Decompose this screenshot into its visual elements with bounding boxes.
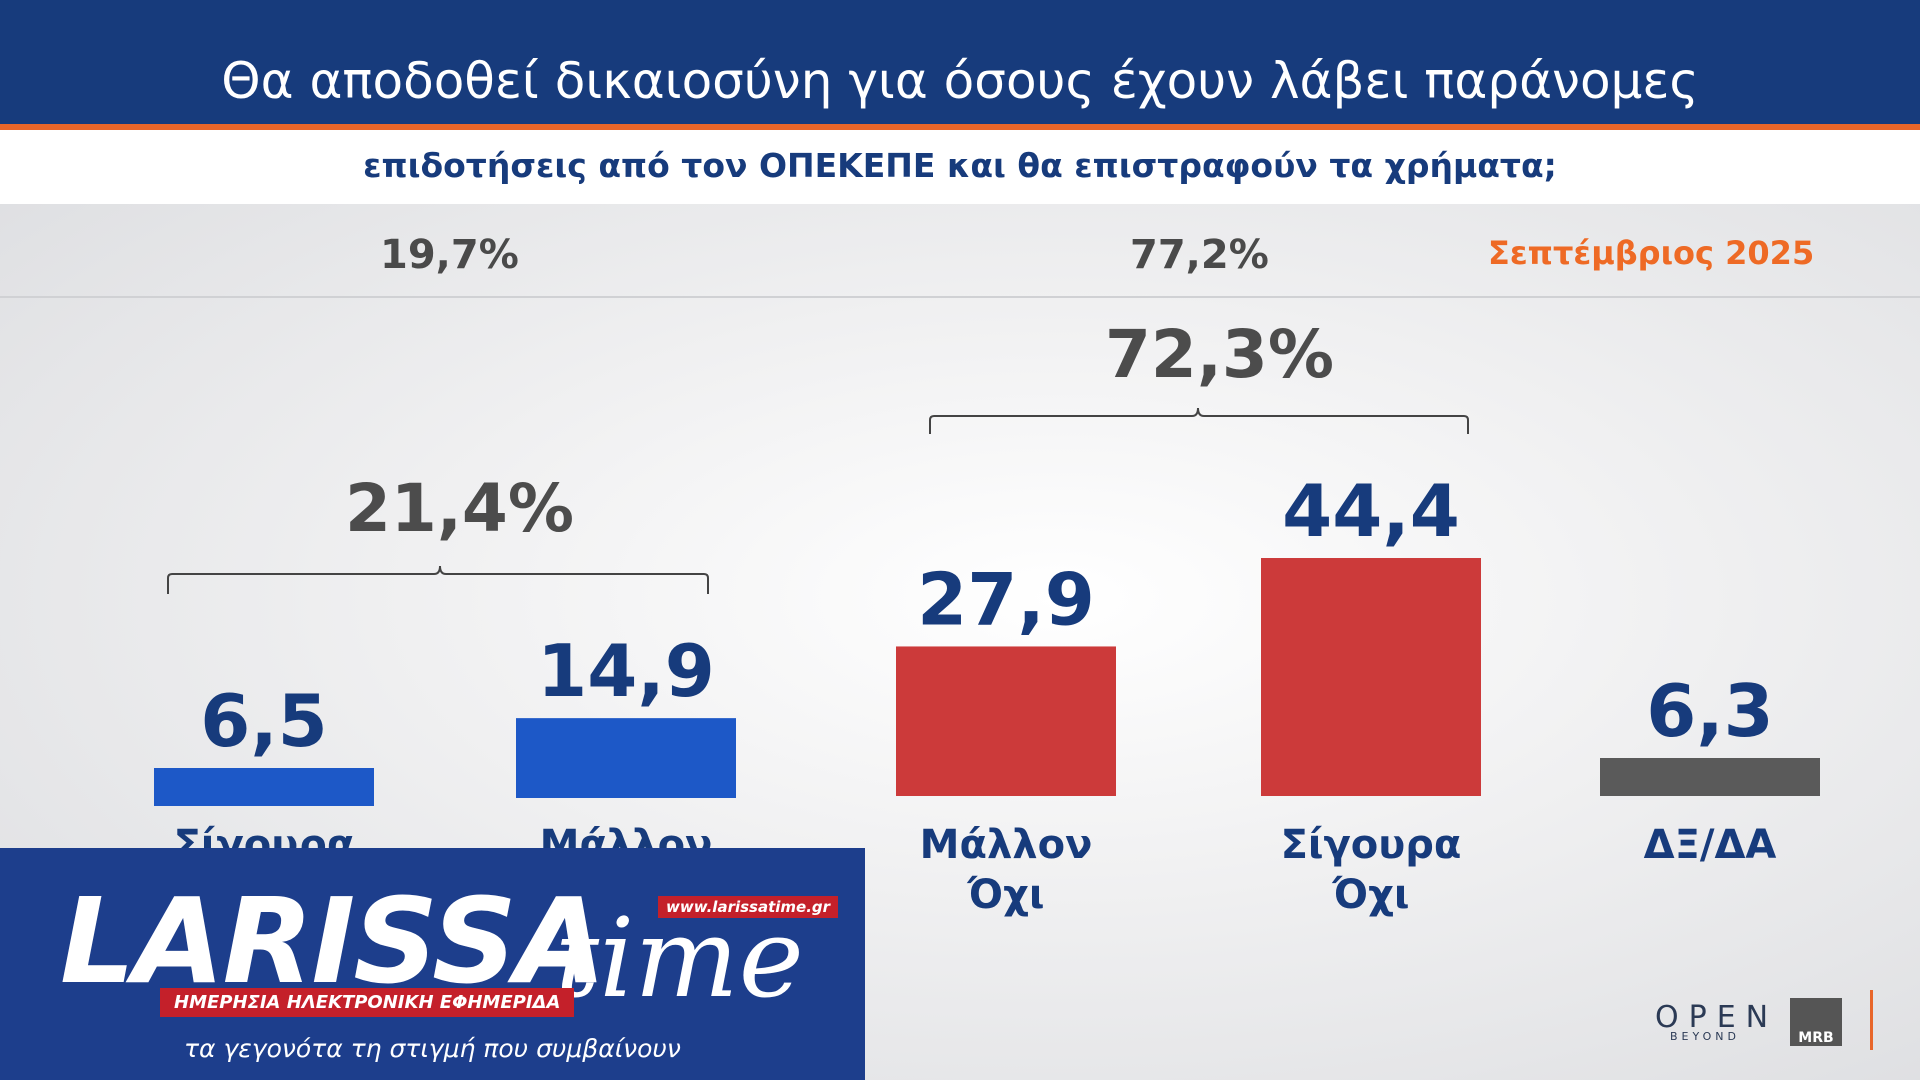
bracket-yes xyxy=(167,565,709,594)
bar-1 xyxy=(154,768,374,806)
bracket-yes-label: 21,4% xyxy=(345,470,574,547)
subtitle-bar: επιδοτήσεις από τον ΟΠΕΚΕΠΕ και θα επιστ… xyxy=(0,130,1920,204)
category-label-3-line-1: Μάλλον xyxy=(920,822,1093,868)
chart-subtitle: επιδοτήσεις από τον ΟΠΕΚΕΠΕ και θα επιστ… xyxy=(363,146,1557,185)
bar-4 xyxy=(1261,558,1481,796)
larissatime-watermark: LARISSA time www.larissatime.gr ΗΜΕΡΗΣΙΑ… xyxy=(0,848,865,1080)
title-underline xyxy=(0,124,1920,130)
mrb-logo: MRB xyxy=(1790,998,1842,1046)
bar-value-label-5: 6,3 xyxy=(1646,669,1774,753)
chart-title: Θα αποδοθεί δικαιοσύνη για όσους έχουν λ… xyxy=(221,52,1699,110)
bar-value-label-1: 6,5 xyxy=(200,679,328,763)
bar-value-label-2: 14,9 xyxy=(537,629,715,713)
bar-value-label-4: 44,4 xyxy=(1282,469,1460,553)
logo-divider xyxy=(1870,990,1873,1050)
bar-2 xyxy=(516,718,736,798)
open-logo: OPEN xyxy=(1655,1000,1779,1035)
category-label-3-line-2: Όχι xyxy=(966,872,1044,918)
total-no-label: 77,2% xyxy=(1130,232,1269,278)
watermark-url: www.larissatime.gr xyxy=(658,896,839,918)
bracket-no-label: 72,3% xyxy=(1105,316,1334,393)
watermark-brand: LARISSA xyxy=(60,872,606,1010)
total-yes-label: 19,7% xyxy=(380,232,519,278)
title-bar: Θα αποδοθεί δικαιοσύνη για όσους έχουν λ… xyxy=(0,0,1920,124)
header-separator xyxy=(0,296,1920,298)
category-label-5-line-1: ΔΞ/ΔΑ xyxy=(1644,822,1777,868)
bracket-no xyxy=(929,407,1469,434)
open-beyond-text: BEYOND xyxy=(1670,1030,1740,1043)
date-label: Σεπτέμβριος 2025 xyxy=(1488,234,1815,272)
watermark-slogan: τα γεγονότα τη στιγμή που συμβαίνουν xyxy=(184,1034,681,1063)
bar-5 xyxy=(1600,758,1820,796)
bar-value-label-3: 27,9 xyxy=(917,557,1095,641)
watermark-tagline: ΗΜΕΡΗΣΙΑ ΗΛΕΚΤΡΟΝΙΚΗ ΕΦΗΜΕΡΙΔΑ xyxy=(160,988,575,1017)
bar-3 xyxy=(896,646,1116,796)
category-label-4-line-1: Σίγουρα xyxy=(1281,822,1462,868)
category-label-4-line-2: Όχι xyxy=(1331,872,1409,918)
